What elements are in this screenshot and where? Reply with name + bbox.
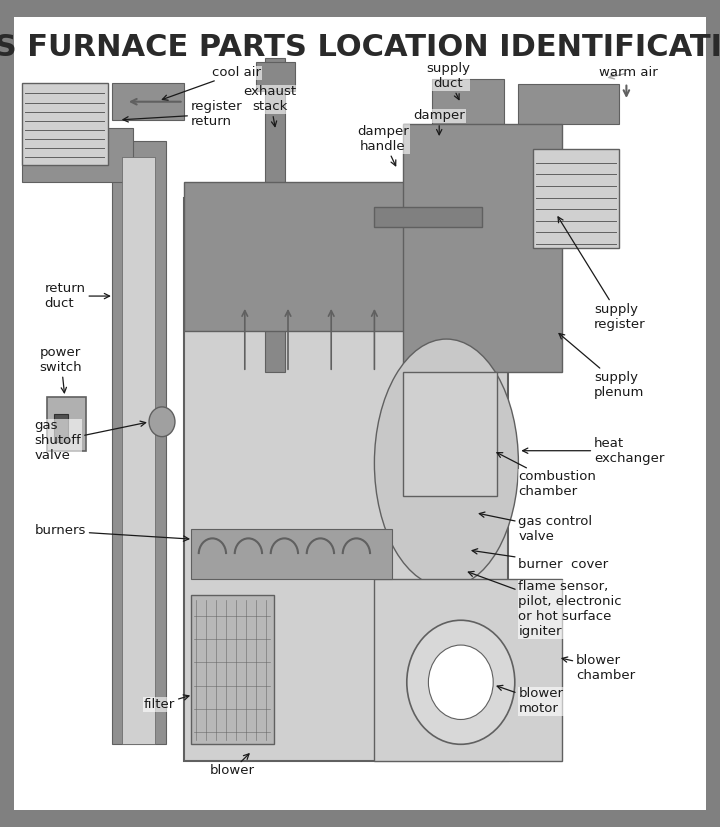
FancyBboxPatch shape <box>374 207 482 227</box>
FancyBboxPatch shape <box>184 182 508 331</box>
Text: warm air: warm air <box>599 66 658 79</box>
FancyBboxPatch shape <box>191 595 274 744</box>
Text: blower
chamber: blower chamber <box>562 654 635 682</box>
Text: blower: blower <box>210 754 254 777</box>
FancyBboxPatch shape <box>14 83 706 810</box>
FancyBboxPatch shape <box>54 414 68 442</box>
FancyBboxPatch shape <box>14 17 706 83</box>
FancyBboxPatch shape <box>265 58 285 372</box>
Text: damper: damper <box>413 109 465 135</box>
Text: exhaust
stack: exhaust stack <box>243 85 297 127</box>
FancyBboxPatch shape <box>403 124 562 372</box>
Text: combustion
chamber: combustion chamber <box>497 452 596 498</box>
FancyBboxPatch shape <box>184 198 508 761</box>
Circle shape <box>407 620 515 744</box>
Circle shape <box>149 407 175 437</box>
Text: burners: burners <box>35 524 189 541</box>
FancyBboxPatch shape <box>112 141 166 744</box>
FancyBboxPatch shape <box>533 149 619 248</box>
Circle shape <box>428 645 493 719</box>
FancyBboxPatch shape <box>122 157 155 744</box>
FancyBboxPatch shape <box>403 372 497 496</box>
FancyBboxPatch shape <box>256 62 295 91</box>
FancyBboxPatch shape <box>191 529 392 579</box>
Text: blower
motor: blower motor <box>497 686 563 715</box>
Text: damper
handle: damper handle <box>357 125 409 165</box>
FancyBboxPatch shape <box>374 579 562 761</box>
FancyBboxPatch shape <box>518 84 619 124</box>
Text: filter: filter <box>144 695 189 711</box>
FancyBboxPatch shape <box>47 397 86 451</box>
Text: heat
exchanger: heat exchanger <box>523 437 665 465</box>
Text: flame sensor,
pilot, electronic
or hot surface
igniter: flame sensor, pilot, electronic or hot s… <box>468 571 622 638</box>
Text: cool air: cool air <box>162 66 261 100</box>
Text: gas
shutoff
valve: gas shutoff valve <box>35 419 145 462</box>
Text: supply
plenum: supply plenum <box>559 333 644 399</box>
Ellipse shape <box>374 339 518 587</box>
Text: burner  cover: burner cover <box>472 549 608 571</box>
Text: supply
register: supply register <box>558 217 646 331</box>
FancyBboxPatch shape <box>432 79 504 124</box>
Text: GAS FURNACE PARTS LOCATION IDENTIFICATION: GAS FURNACE PARTS LOCATION IDENTIFICATIO… <box>0 33 720 63</box>
Text: power
switch: power switch <box>40 346 82 393</box>
Text: return
duct: return duct <box>45 282 109 310</box>
FancyBboxPatch shape <box>112 83 184 120</box>
Text: gas control
valve: gas control valve <box>480 512 593 543</box>
FancyBboxPatch shape <box>22 128 133 182</box>
Text: register
return: register return <box>123 100 243 128</box>
FancyBboxPatch shape <box>22 83 108 165</box>
Text: supply
duct: supply duct <box>426 62 470 99</box>
